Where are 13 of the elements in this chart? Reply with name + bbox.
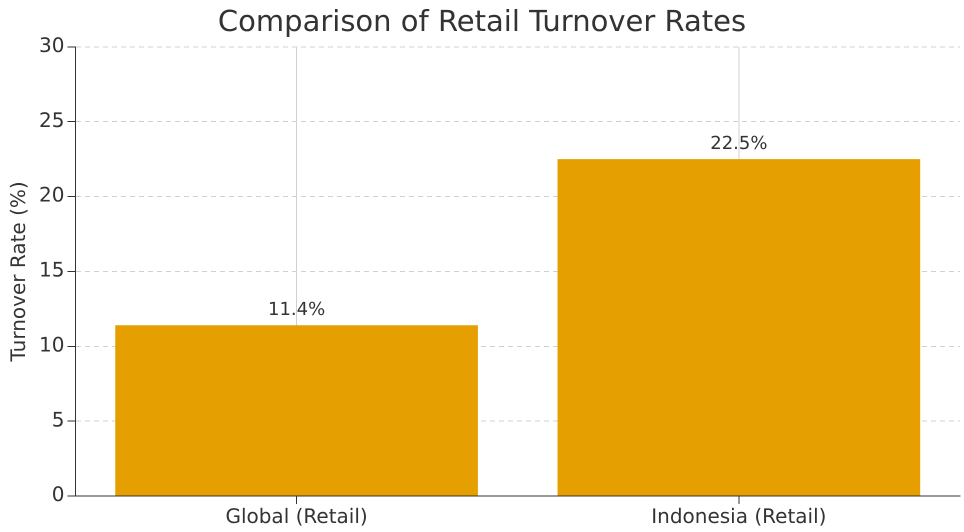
y-tick-label: 25: [38, 108, 64, 132]
x-tick-label: Indonesia (Retail): [651, 504, 826, 528]
chart-title: Comparison of Retail Turnover Rates: [218, 4, 746, 38]
x-tick-label: Global (Retail): [225, 504, 368, 528]
data-label: 22.5%: [710, 132, 768, 154]
y-axis-title: Turnover Rate (%): [6, 181, 30, 362]
y-tick-label: 30: [38, 33, 64, 58]
y-tick-label: 5: [52, 407, 64, 432]
y-tick-label: 20: [38, 182, 64, 207]
y-tick-label: 0: [52, 482, 64, 506]
y-tick-label: 10: [38, 332, 64, 356]
y-tick-label: 15: [38, 258, 64, 282]
data-label: 11.4%: [268, 298, 326, 320]
